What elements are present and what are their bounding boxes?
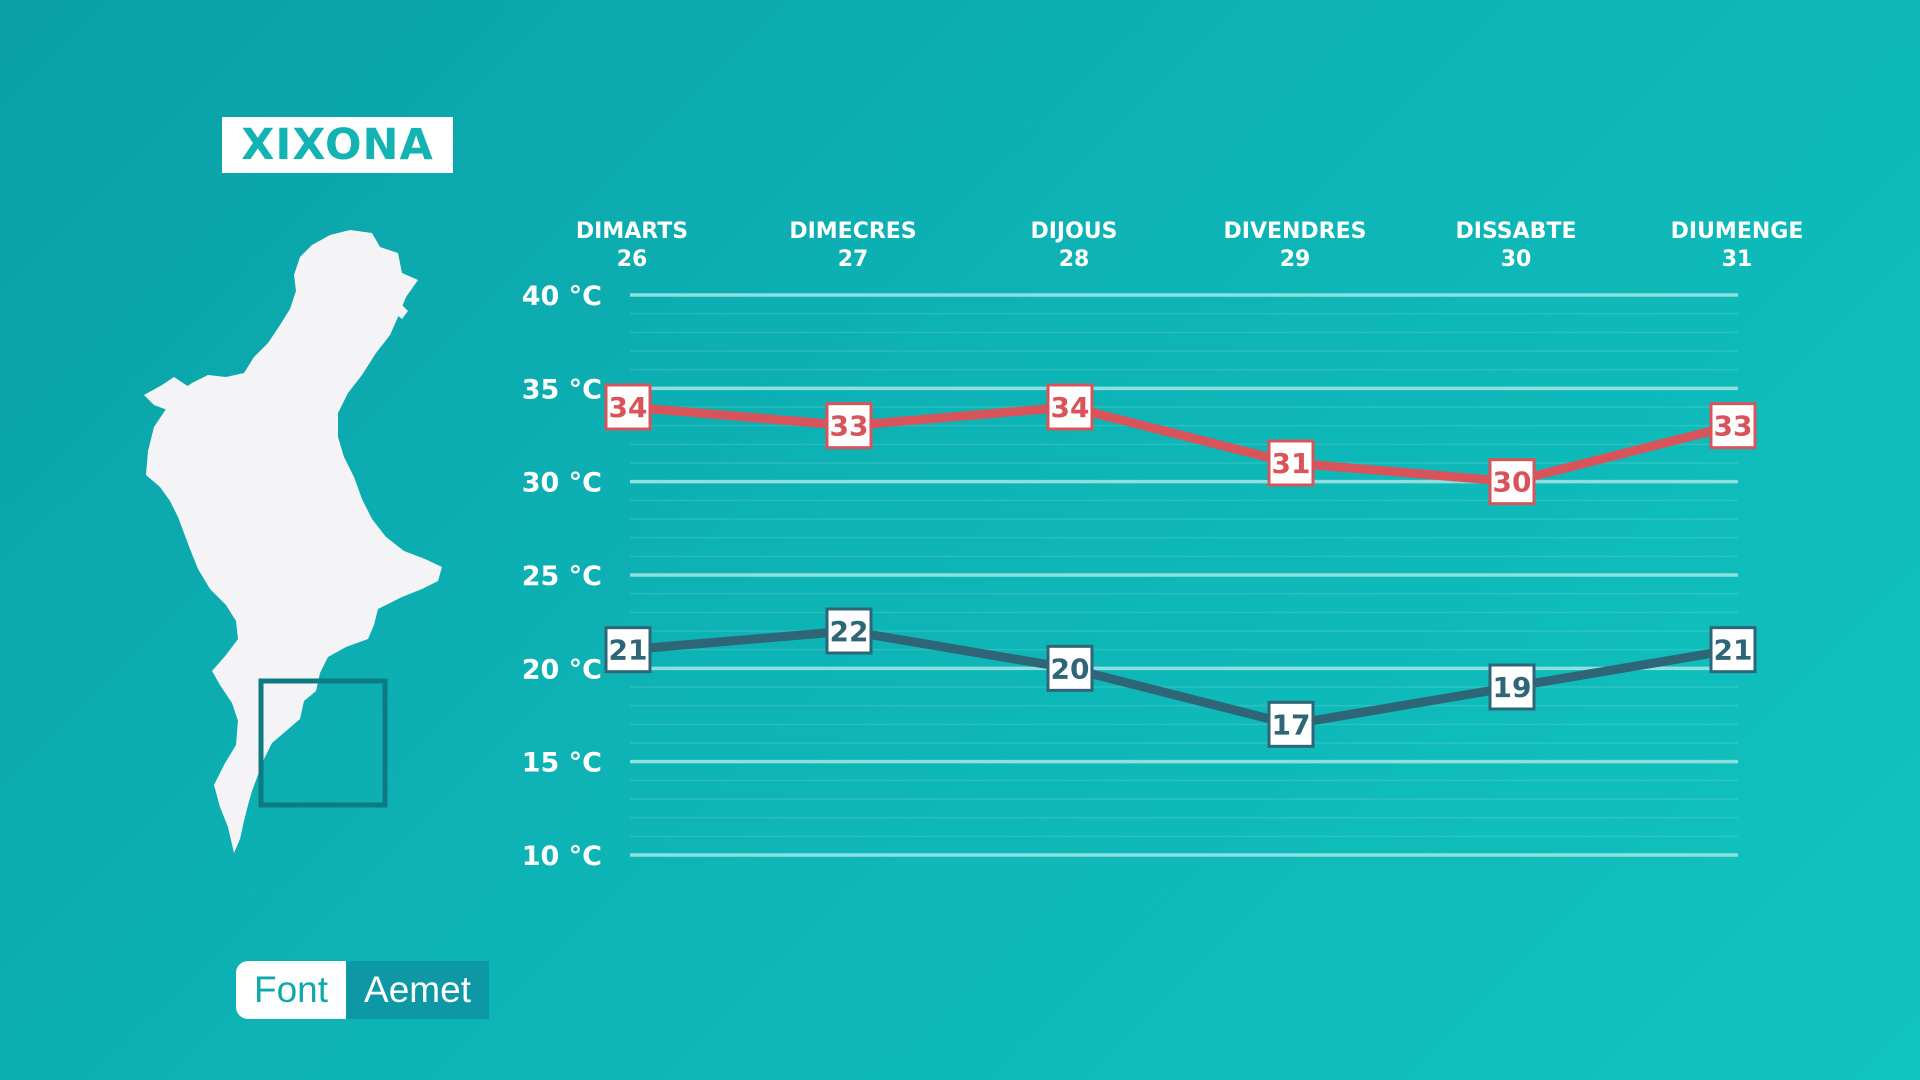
data-point-high: 34 [1046, 383, 1094, 431]
data-label: 33 [1714, 410, 1753, 443]
location-title: XIXONA [241, 120, 434, 170]
x-day-date: 28 [1059, 247, 1090, 272]
source-badge: Font Aemet [236, 961, 489, 1019]
series-line-low [623, 626, 1738, 729]
x-day-name: DISSABTE [1456, 219, 1577, 244]
y-axis-ticks: 40 °C 35 °C 30 °C 25 °C 20 °C 15 °C 10 °C [522, 281, 602, 872]
data-point-high: 30 [1488, 458, 1536, 506]
x-day-date: 30 [1501, 247, 1532, 272]
x-day-date: 27 [838, 247, 869, 272]
data-label: 34 [609, 391, 648, 424]
x-axis-day-labels: DIMARTS 26 DIMECRES 27 DIJOUS 28 DIVENDRES 29 DI… [576, 219, 1803, 272]
series-lines [623, 402, 1738, 729]
region-map-shape [146, 230, 442, 853]
data-point-low: 20 [1046, 644, 1094, 692]
data-point-low: 17 [1267, 700, 1315, 748]
data-label: 19 [1493, 671, 1532, 704]
data-point-low: 19 [1488, 663, 1536, 711]
data-point-low: 22 [825, 607, 873, 655]
y-tick-label: 25 °C [522, 561, 602, 592]
data-point-high: 34 [604, 383, 652, 431]
data-point-box [1046, 644, 1094, 692]
y-tick-label: 15 °C [522, 748, 602, 779]
data-label: 30 [1493, 466, 1532, 499]
x-day-name: DIVENDRES [1224, 219, 1367, 244]
grid-lines [630, 293, 1738, 857]
selected-area-frame [258, 678, 388, 808]
y-tick-label: 40 °C [522, 281, 602, 312]
series-line-high [623, 402, 1738, 487]
source-label: Font [236, 961, 347, 1019]
data-label: 20 [1051, 652, 1090, 685]
data-label: 21 [1714, 634, 1753, 667]
data-label: 17 [1272, 708, 1311, 741]
data-point-low: 21 [1709, 626, 1757, 674]
data-point-box [1267, 439, 1315, 487]
data-label: 21 [609, 634, 648, 667]
data-point-box [825, 607, 873, 655]
location-badge: XIXONA [222, 117, 453, 173]
data-point-box [604, 383, 652, 431]
data-label: 31 [1272, 447, 1311, 480]
x-day-date: 29 [1280, 247, 1311, 272]
y-tick-label: 10 °C [522, 841, 602, 872]
data-point-box [1488, 663, 1536, 711]
data-point-box [1709, 626, 1757, 674]
data-point-high: 33 [1709, 402, 1757, 450]
y-tick-label: 35 °C [522, 374, 602, 405]
data-point-box [604, 626, 652, 674]
data-point-low: 21 [604, 626, 652, 674]
x-day-name: DIMECRES [789, 219, 916, 244]
data-label: 33 [830, 410, 869, 443]
data-point-box [825, 402, 873, 450]
y-tick-label: 20 °C [522, 654, 602, 685]
data-label: 22 [830, 615, 869, 648]
x-day-date: 26 [617, 247, 648, 272]
x-day-name: DIMARTS [576, 219, 688, 244]
x-day-name: DIJOUS [1030, 219, 1117, 244]
data-point-box [1709, 402, 1757, 450]
data-point-high: 31 [1267, 439, 1315, 487]
data-point-box [1488, 458, 1536, 506]
data-point-box [1046, 383, 1094, 431]
y-tick-label: 30 °C [522, 468, 602, 499]
region-map-islet [390, 303, 408, 319]
data-points: 34 33 34 31 30 33 21 22 20 17 19 21 [604, 383, 1757, 748]
x-day-name: DIUMENGE [1671, 219, 1804, 244]
data-point-high: 33 [825, 402, 873, 450]
region-map [144, 230, 442, 853]
source-value: Aemet [346, 961, 489, 1019]
x-day-date: 31 [1722, 247, 1753, 272]
region-map-island [144, 377, 208, 413]
data-label: 34 [1051, 391, 1090, 424]
data-point-box [1267, 700, 1315, 748]
